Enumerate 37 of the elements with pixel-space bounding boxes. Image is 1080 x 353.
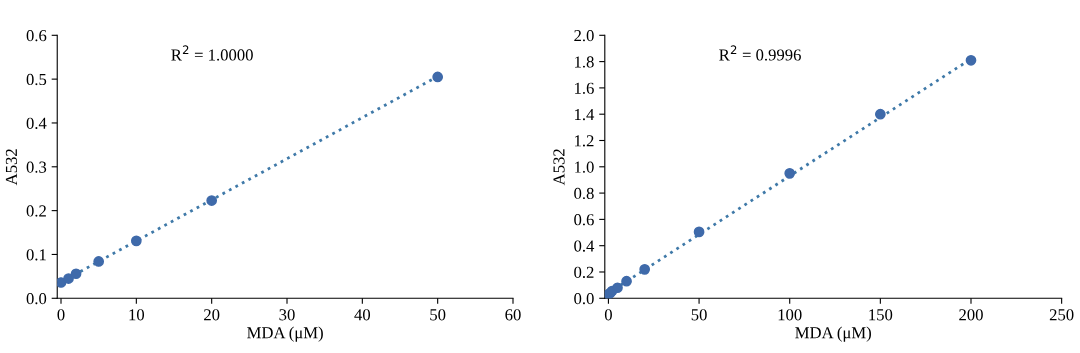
x-tick-label: 0 (57, 309, 65, 321)
x-tick-label: 60 (505, 309, 521, 321)
x-tick-label: 50 (430, 309, 446, 321)
x-tick-label: 30 (279, 309, 295, 321)
y-tick-label: 0.2 (26, 205, 46, 217)
y-tick-label: 0.5 (26, 73, 47, 86)
x-tick-label: 50 (691, 309, 707, 321)
x-tick-label: 20 (204, 309, 220, 321)
x-tick-label: 150 (869, 309, 893, 321)
y-tick-label: 0.4 (26, 117, 47, 129)
y-tick-label: 1.8 (575, 56, 594, 68)
annotation: R$^{2}$ = 1.0000 (171, 45, 253, 61)
annotation: R$^{2}$ = 0.9996 (719, 45, 801, 61)
y-tick-label: 0.6 (574, 214, 594, 226)
x-axis-title: MDA (μM) (795, 326, 871, 342)
y-tick-label: 0.3 (26, 161, 47, 173)
y-tick-label: 0.8 (574, 187, 594, 200)
x-tick-label: 40 (354, 309, 371, 321)
y-tick-label: 0.1 (26, 249, 46, 261)
y-tick-label: 2.0 (574, 30, 594, 42)
y-tick-label: 0.0 (26, 292, 47, 305)
y-tick-label: 0.0 (574, 292, 594, 305)
y-tick-label: 0.2 (574, 266, 594, 279)
x-tick-label: 0 (604, 309, 612, 321)
x-tick-label: 200 (959, 309, 983, 321)
y-tick-label: 1.0 (575, 161, 594, 173)
x-tick-label: 10 (129, 309, 145, 321)
y-tick-label: 0.4 (574, 240, 595, 252)
x-tick-label: 100 (778, 309, 802, 321)
y-tick-label: 1.2 (575, 135, 594, 147)
y-axis-title: A532 (5, 149, 18, 186)
y-axis-title: A532 (553, 149, 565, 186)
x-tick-label: 250 (1049, 309, 1074, 321)
x-axis-title: MDA (μM) (247, 326, 323, 342)
y-tick-label: 1.6 (575, 82, 594, 94)
y-tick-label: 0.6 (26, 30, 47, 42)
y-tick-label: 1.4 (575, 108, 595, 121)
